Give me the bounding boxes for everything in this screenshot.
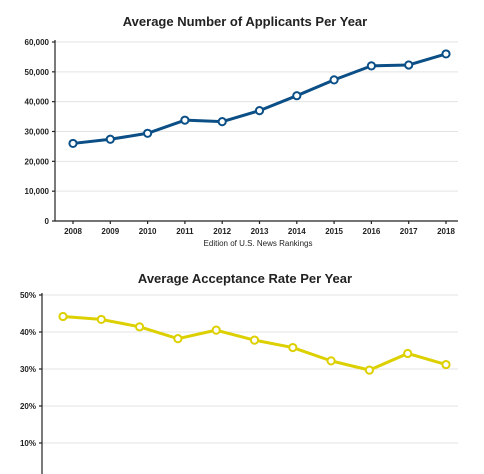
y-tick-label: 50,000 [25,68,50,77]
x-tick-label: 2015 [325,227,343,236]
grid [55,41,458,192]
data-point [403,348,413,359]
chart-title: Average Number of Applicants Per Year [123,14,367,29]
x-tick-label: 2016 [363,227,381,236]
grid [42,294,458,444]
x-tick-label: 2013 [251,227,269,236]
y-tick-label: 20% [20,402,36,411]
applicants-chart: Average Number of Applicants Per Year 0 1… [25,14,458,248]
data-point [326,356,336,366]
y-tick-label: 30,000 [25,128,50,137]
y-tick-label: 20,000 [25,157,50,166]
series [58,311,451,375]
y-tick-label: 40% [20,328,36,337]
x-tick-label: 2009 [101,227,119,236]
x-axis-label: Edition of U.S. News Rankings [204,239,313,248]
y-tick-label: 50% [20,291,36,300]
chart-title: Average Acceptance Rate Per Year [138,271,352,286]
data-point [441,359,451,370]
y-tick-label: 30% [20,365,36,374]
data-point [135,322,145,332]
y-tick-label: 10,000 [25,187,50,196]
data-point [249,335,260,345]
data-point [173,334,183,344]
y-tick-label: 40,000 [25,98,50,107]
y-tick-label: 0 [45,217,50,226]
data-point [366,61,376,71]
x-tick-label: 2012 [213,227,231,236]
data-point [96,314,106,325]
data-point [254,106,265,116]
data-point [364,365,374,375]
data-point [217,117,227,127]
y-ticks: 0%10%20%30%40%50% [20,291,36,448]
x-tick-label: 2010 [139,227,157,236]
data-point [211,325,221,335]
data-point [329,75,339,85]
data-point [58,311,68,322]
series-line [72,52,447,145]
y-ticks: 0 10,000 20,000 30,000 40,000 50,000 60,000 [25,38,50,226]
x-tick-label: 2011 [176,227,194,236]
data-point [292,91,302,101]
acceptance-rate-chart: Average Acceptance Rate Per Year 0%10%20… [20,271,458,474]
y-tick-label: 10% [20,439,36,448]
x-tick-label: 2008 [64,227,82,236]
x-tick-label: 2017 [400,227,418,236]
x-ticks: 2008 2009 2010 2011 2012 2013 2014 2015 2016 2017… [64,227,455,236]
y-tick-label: 60,000 [25,38,50,47]
series [68,49,451,149]
x-tick-label: 2014 [288,227,306,236]
data-point [105,134,115,144]
data-point [143,128,153,138]
axes [39,293,43,474]
data-point [68,138,78,149]
x-tick-label: 2018 [437,227,455,236]
data-point [180,115,190,125]
axes [52,40,458,224]
data-point [288,342,298,353]
data-point [441,49,451,59]
data-point [404,60,414,70]
